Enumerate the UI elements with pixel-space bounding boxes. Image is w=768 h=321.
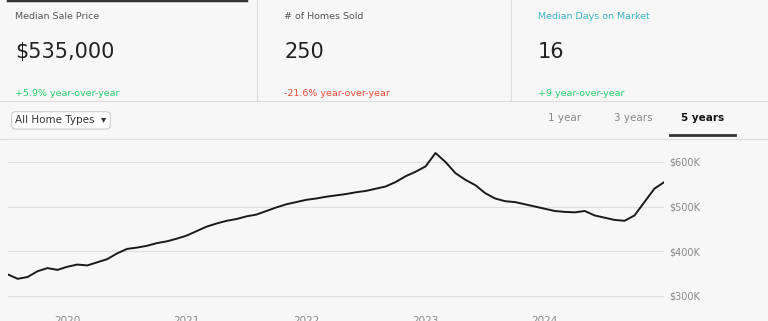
Text: 5 years: 5 years [681,113,724,124]
Text: +9 year-over-year: +9 year-over-year [538,89,624,98]
Text: 250: 250 [284,42,324,63]
Text: 1 year: 1 year [548,113,581,124]
Text: $535,000: $535,000 [15,42,114,63]
Text: # of Homes Sold: # of Homes Sold [284,12,363,21]
Text: All Home Types  ▾: All Home Types ▾ [15,115,107,126]
Text: 16: 16 [538,42,564,63]
Text: -21.6% year-over-year: -21.6% year-over-year [284,89,390,98]
Text: Median Days on Market: Median Days on Market [538,12,650,21]
Text: Median Sale Price: Median Sale Price [15,12,100,21]
Text: +5.9% year-over-year: +5.9% year-over-year [15,89,120,98]
Text: 3 years: 3 years [614,113,653,124]
